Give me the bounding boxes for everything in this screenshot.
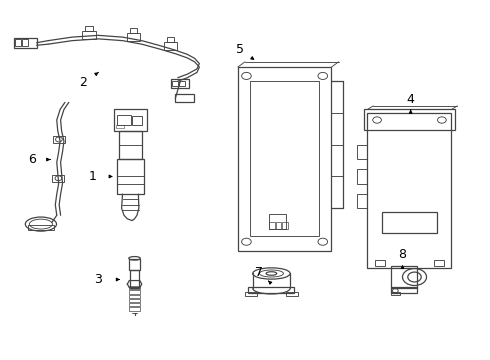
- Bar: [82, 31, 96, 39]
- Bar: [171, 79, 189, 87]
- Bar: [164, 42, 177, 50]
- Bar: [129, 291, 140, 294]
- Bar: [434, 260, 444, 266]
- Bar: [52, 175, 65, 182]
- Text: 2: 2: [79, 76, 87, 90]
- Bar: [364, 109, 455, 130]
- Bar: [276, 222, 281, 229]
- Bar: [375, 260, 385, 266]
- Bar: [132, 117, 142, 125]
- Text: 4: 4: [407, 93, 415, 106]
- Bar: [282, 222, 288, 229]
- Bar: [127, 33, 140, 41]
- Bar: [391, 287, 417, 293]
- Bar: [391, 292, 400, 294]
- Text: 5: 5: [236, 43, 244, 56]
- Bar: [116, 125, 123, 128]
- Bar: [85, 26, 93, 31]
- Bar: [117, 159, 144, 194]
- Bar: [357, 170, 368, 184]
- Bar: [22, 39, 28, 46]
- Bar: [179, 81, 185, 86]
- Bar: [368, 113, 451, 268]
- Bar: [129, 307, 140, 311]
- Text: 1: 1: [89, 170, 97, 183]
- Bar: [129, 294, 140, 298]
- Bar: [245, 292, 257, 296]
- Bar: [357, 145, 368, 159]
- Bar: [172, 81, 178, 86]
- Bar: [130, 270, 139, 288]
- Bar: [248, 287, 294, 293]
- Bar: [250, 81, 319, 237]
- Bar: [286, 292, 298, 296]
- Bar: [129, 299, 140, 302]
- Bar: [238, 67, 331, 251]
- Bar: [53, 136, 65, 143]
- Bar: [129, 259, 140, 270]
- Bar: [119, 131, 142, 159]
- Bar: [269, 213, 286, 229]
- Bar: [14, 38, 37, 48]
- Bar: [16, 39, 21, 46]
- Bar: [269, 222, 275, 229]
- Bar: [129, 286, 140, 289]
- Bar: [28, 225, 54, 230]
- Text: 3: 3: [94, 273, 101, 286]
- Text: 6: 6: [28, 153, 36, 166]
- Bar: [130, 28, 137, 33]
- Bar: [391, 266, 417, 288]
- Bar: [117, 115, 131, 125]
- Text: 8: 8: [398, 248, 407, 261]
- Bar: [167, 37, 174, 42]
- Bar: [114, 109, 147, 131]
- Text: 7: 7: [255, 266, 264, 279]
- Bar: [382, 212, 437, 233]
- Bar: [357, 194, 368, 208]
- Bar: [175, 94, 194, 102]
- Bar: [129, 303, 140, 306]
